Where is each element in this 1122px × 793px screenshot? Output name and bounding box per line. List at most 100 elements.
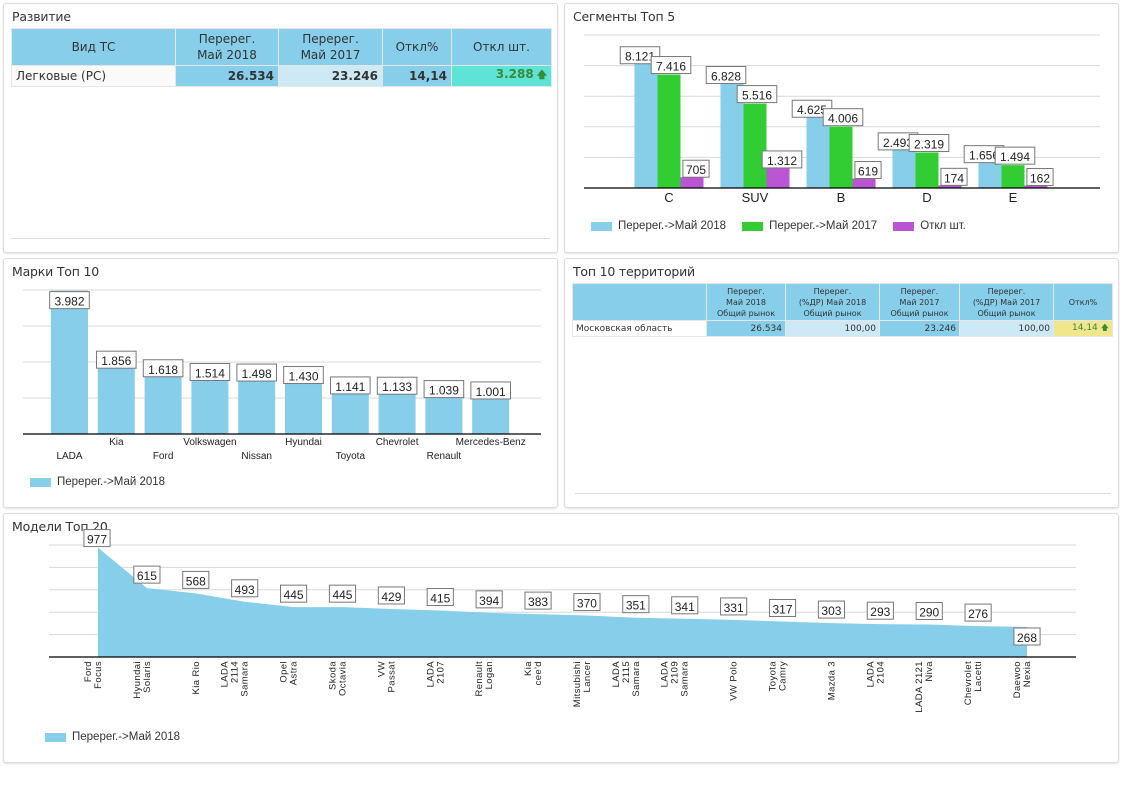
x-tick-line: Chevrolet xyxy=(963,661,974,705)
data-label-box xyxy=(705,66,747,85)
territories-table: Перерег. Май 2018 Общий рынок Перерег. (%ДР… xyxy=(572,283,1113,337)
data-label-box xyxy=(236,363,277,382)
bar xyxy=(285,382,322,434)
x-tick-label: B xyxy=(837,190,846,204)
legend-item[interactable]: Перерег.->Май 2018 xyxy=(591,220,726,232)
data-label-box xyxy=(142,359,184,378)
data-label: 1.856 xyxy=(96,350,137,369)
cell-share-2017: 100,00 xyxy=(959,320,1054,337)
data-label: 2.319 xyxy=(908,134,950,153)
header-may-2017[interactable]: Перерег. Май 2017 xyxy=(278,28,383,66)
header-diff-units[interactable]: Откл шт. xyxy=(451,28,552,66)
header-vehicle-type[interactable]: Вид ТС xyxy=(11,28,176,66)
header-diff-pct[interactable]: Откл% xyxy=(382,28,452,66)
data-label-box xyxy=(682,159,710,178)
data-label: 3.982 xyxy=(49,291,90,310)
x-tick-line: Samara xyxy=(631,661,642,697)
arrow-up-icon: 🡅 xyxy=(536,70,547,81)
data-label-box xyxy=(768,598,797,617)
x-tick-label: LADA 2104 xyxy=(865,661,886,688)
bar xyxy=(1024,185,1048,188)
bar xyxy=(238,380,276,434)
legend-item[interactable]: Откл шт. xyxy=(893,220,966,232)
data-label-box xyxy=(1013,627,1041,646)
data-label: 174 xyxy=(940,167,968,186)
data-label-box xyxy=(96,350,137,369)
data-label-text: 1.430 xyxy=(288,370,318,384)
x-tick-line: Octavia xyxy=(337,661,348,696)
data-label-text: 445 xyxy=(284,588,304,602)
data-label-box xyxy=(376,376,418,395)
data-label-text: 4.006 xyxy=(828,112,858,126)
data-label-text: 1.856 xyxy=(101,354,131,368)
panel-territories: Топ 10 территорий Перерег. Май 2018 Общий … xyxy=(564,258,1119,508)
x-tick-line: Lancer xyxy=(582,661,593,692)
bar xyxy=(978,162,1002,188)
legend-item[interactable]: Перерег.->Май 2018 xyxy=(45,731,180,743)
data-label-text: 4.625 xyxy=(797,103,827,117)
data-label: 445 xyxy=(279,584,308,603)
x-tick-line: Mitsubishi xyxy=(572,661,583,707)
panel-models: Модели Топ 20 977 615 568 493 445 445 429 415 39… xyxy=(3,513,1119,763)
legend-item[interactable]: Перерег.->Май 2018 xyxy=(30,476,165,488)
data-label: 290 xyxy=(915,602,943,621)
legend-label: Перерег.->Май 2018 xyxy=(618,220,727,232)
data-label: 493 xyxy=(231,579,259,598)
data-label-text: 493 xyxy=(235,583,255,597)
divider xyxy=(11,238,550,239)
header-region[interactable] xyxy=(572,283,707,321)
x-tick-label: VW Passat xyxy=(376,661,397,692)
data-label: 445 xyxy=(328,584,357,603)
data-label-box xyxy=(330,376,371,395)
header-share-2018[interactable]: Перерег. (%ДР) Май 2018 Общий рынок xyxy=(785,283,880,321)
legend-item[interactable]: Перерег.->Май 2017 xyxy=(742,220,877,232)
header-share-2017[interactable]: Перерег. (%ДР) Май 2017 Общий рынок xyxy=(959,283,1054,321)
x-tick-label: D xyxy=(922,190,931,204)
data-label: 341 xyxy=(671,596,699,615)
data-label-text: 6.828 xyxy=(711,70,741,84)
data-label: 1.312 xyxy=(761,150,803,169)
data-label-text: 2.493 xyxy=(883,136,913,150)
x-tick-label: LADA 2121 Niva xyxy=(914,661,935,713)
x-tick-label: LADA xyxy=(56,451,82,462)
x-tick-line: Mazda 3 xyxy=(826,661,837,700)
bar xyxy=(51,290,88,434)
bar xyxy=(331,392,369,434)
legend-label: Перерег.->Май 2017 xyxy=(769,220,878,232)
legend-label: Перерег.->Май 2018 xyxy=(72,731,181,743)
data-label: 1.133 xyxy=(376,376,418,395)
cell-diff-units: 3.288 🡅 xyxy=(451,65,552,87)
panel-development: Развитие Вид ТС Перерег. Май 2018 Перерег… xyxy=(3,3,558,253)
data-label: 415 xyxy=(426,588,454,607)
header-may-2017[interactable]: Перерег. Май 2017 Общий рынок xyxy=(879,283,960,321)
data-label: 619 xyxy=(854,161,882,180)
data-label-text: 276 xyxy=(968,607,988,621)
bar xyxy=(743,103,767,188)
cell-may-2018: 26.534 xyxy=(706,320,786,337)
bar xyxy=(915,152,939,188)
data-label-text: 7.416 xyxy=(656,60,686,74)
data-label-text: 619 xyxy=(858,165,878,179)
legend-swatch xyxy=(30,477,51,487)
data-label: 7.416 xyxy=(650,56,692,75)
data-label-box xyxy=(475,590,503,609)
header-may-2018[interactable]: Перерег. Май 2018 xyxy=(175,28,279,66)
x-tick-label: Mercedes-Benz xyxy=(456,437,526,448)
data-label-box xyxy=(189,362,231,381)
header-may-2018[interactable]: Перерег. Май 2018 Общий рынок xyxy=(706,283,786,321)
bar xyxy=(806,117,830,188)
data-label-box xyxy=(283,366,324,385)
header-diff-pct[interactable]: Откл% xyxy=(1053,283,1113,321)
x-tick-label: C xyxy=(664,190,673,204)
legend-swatch xyxy=(591,221,612,231)
data-label: 162 xyxy=(1026,168,1054,187)
data-label: 568 xyxy=(182,570,210,589)
divider xyxy=(575,493,1111,494)
data-label-box xyxy=(964,603,992,622)
x-tick-label: E xyxy=(1009,190,1018,204)
x-tick-line: LADA xyxy=(220,661,231,688)
x-tick-line: LADA xyxy=(611,661,622,688)
x-tick-label: Kia cee'd xyxy=(523,661,544,686)
data-label: 1.618 xyxy=(142,359,184,378)
panel-segments: Сегменты Топ 5 C SUV B D E 8.121 7.416 705 6.828… xyxy=(564,3,1119,253)
